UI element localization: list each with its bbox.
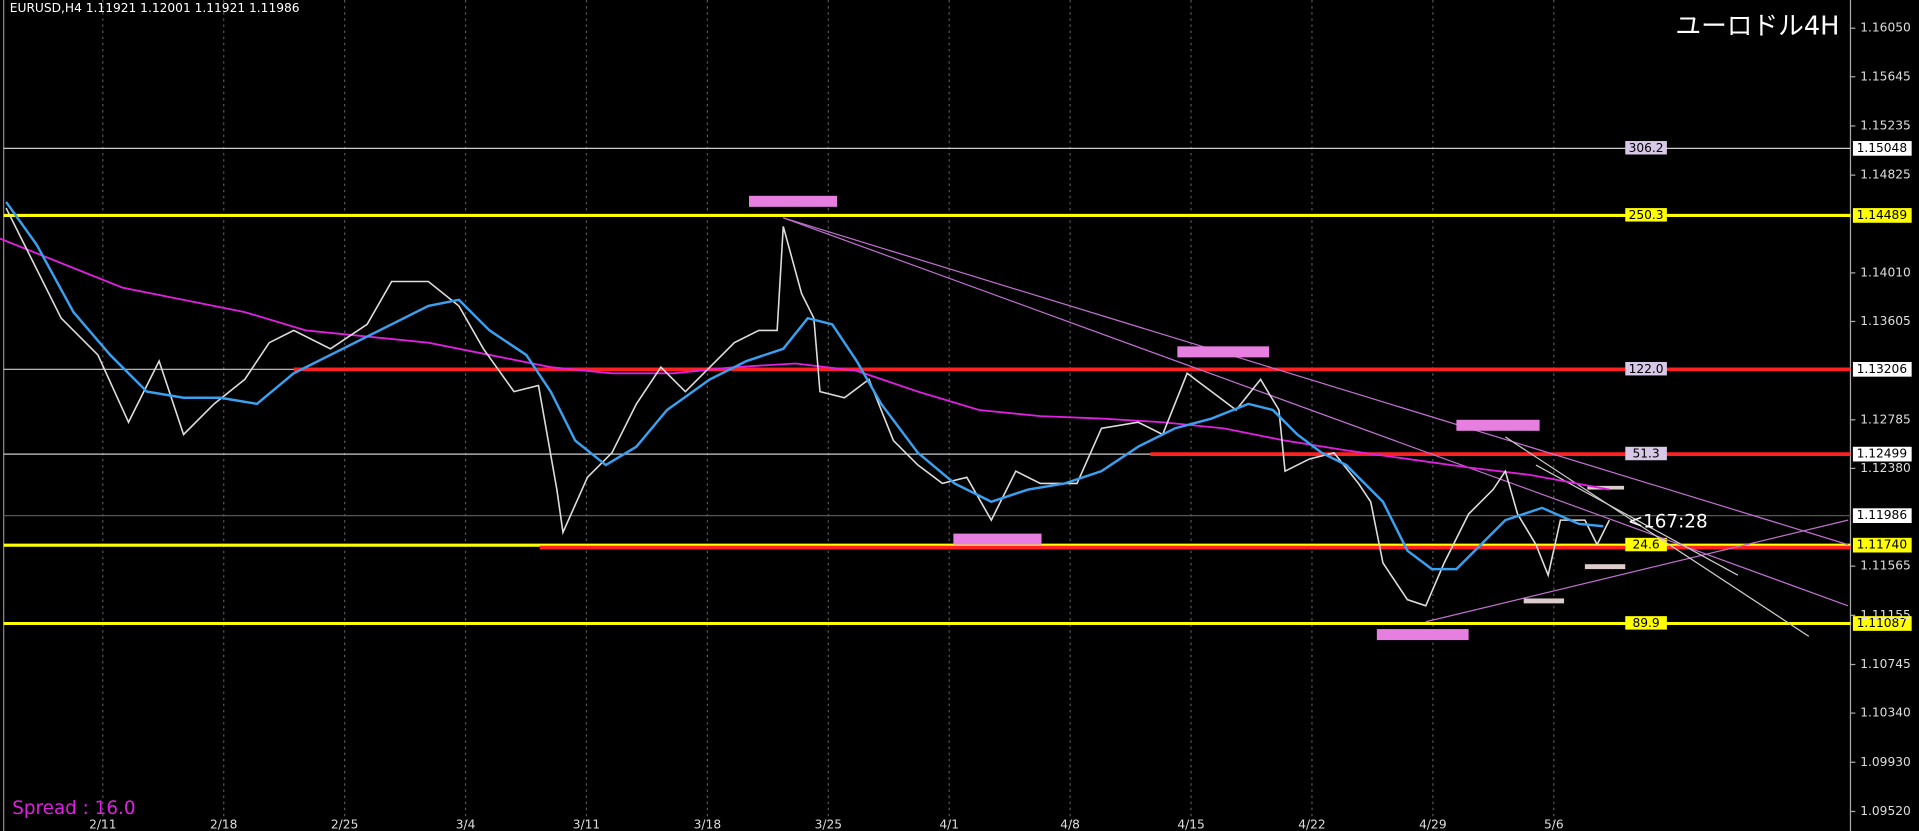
price-label: 1.13206 xyxy=(1857,362,1908,376)
y-tick-label: 1.11155 xyxy=(1860,608,1911,622)
price-label: 1.15048 xyxy=(1857,141,1908,155)
date-label: 3/11 xyxy=(573,817,600,831)
distance-label: 89.9 xyxy=(1632,616,1659,630)
price-line xyxy=(5,207,1611,607)
y-tick-label: 1.12380 xyxy=(1860,461,1911,475)
distance-box xyxy=(1625,616,1667,630)
trend-line xyxy=(783,217,1849,607)
distance-box xyxy=(1625,208,1667,222)
date-label: 4/29 xyxy=(1419,817,1446,831)
date-label: 3/25 xyxy=(815,817,842,831)
distance-label: 250.3 xyxy=(1629,208,1664,222)
price-label: 1.11740 xyxy=(1857,538,1908,552)
y-tick-label: 1.09520 xyxy=(1860,804,1911,818)
grid: 2/11 2/18 2/25 3/4 3/11 3/18 3/25 4/1 4/8 4/15 4/2… xyxy=(89,0,1564,831)
distance-label: 122.0 xyxy=(1629,362,1664,376)
date-label: 4/8 xyxy=(1060,817,1080,831)
zone-marker xyxy=(748,195,838,207)
zone-marker xyxy=(1456,419,1540,431)
zone-marker xyxy=(1523,598,1565,604)
current-price-label: 1.11986 xyxy=(1857,508,1908,522)
distance-box xyxy=(1625,446,1667,461)
zone-marker xyxy=(1587,485,1625,490)
price-label: 1.11087 xyxy=(1857,616,1908,630)
trend-lines xyxy=(783,217,1849,637)
price-label: 1.14489 xyxy=(1857,208,1908,222)
price-box xyxy=(1852,537,1912,553)
y-tick-label: 1.11565 xyxy=(1860,559,1911,573)
date-label: 4/22 xyxy=(1298,817,1325,831)
date-label: 3/18 xyxy=(694,817,721,831)
distance-box xyxy=(1625,537,1667,552)
timer: <167:28 xyxy=(1628,512,1708,533)
trend-line xyxy=(783,217,1849,546)
zone-marker xyxy=(1584,564,1626,570)
y-tick-label: 1.10745 xyxy=(1860,657,1911,671)
spread: Spread : 16.0 xyxy=(12,798,135,819)
slow-ma xyxy=(0,237,1610,491)
y-tick-label: 1.16050 xyxy=(1860,21,1911,35)
price-box xyxy=(1852,616,1912,631)
levels: 1.11986 306.2 1.15048 250.3 1.14489 122.0 1.13… xyxy=(3,141,1912,631)
chart-title: ユーロドル4H xyxy=(1675,11,1839,41)
y-tick-label: 1.09930 xyxy=(1860,755,1911,769)
zone-markers xyxy=(748,195,1626,641)
current-price-box xyxy=(1852,508,1912,523)
price-label: 1.12499 xyxy=(1857,447,1908,461)
date-label: 5/6 xyxy=(1544,817,1564,831)
date-label: 4/1 xyxy=(939,817,959,831)
y-tick-label: 1.10340 xyxy=(1860,706,1911,720)
y-tick-label: 1.15235 xyxy=(1860,118,1911,132)
trend-line xyxy=(1505,436,1810,637)
date-label: 4/15 xyxy=(1177,817,1204,831)
y-tick-label: 1.13605 xyxy=(1860,314,1911,328)
distance-label: 306.2 xyxy=(1629,141,1664,155)
date-label: 2/25 xyxy=(331,817,358,831)
y-tick-label: 1.14825 xyxy=(1860,168,1911,182)
distance-box xyxy=(1625,361,1667,376)
y-tick-label: 1.12785 xyxy=(1860,412,1911,426)
y-tick-label: 1.15645 xyxy=(1860,69,1911,83)
date-label: 2/11 xyxy=(89,817,116,831)
price-box xyxy=(1852,141,1912,156)
y-tick-label: 1.14010 xyxy=(1860,265,1911,279)
price-box xyxy=(1852,208,1912,223)
zone-marker xyxy=(1177,346,1270,358)
date-label: 2/18 xyxy=(210,817,237,831)
zone-marker xyxy=(1376,629,1469,641)
price-box xyxy=(1852,361,1912,377)
trend-line xyxy=(1535,464,1739,576)
trend-line xyxy=(1425,519,1849,623)
zone-marker xyxy=(953,533,1042,545)
header: EURUSD,H4 1.11921 1.12001 1.11921 1.1198… xyxy=(10,1,300,15)
distance-label: 24.6 xyxy=(1632,538,1659,552)
distance-label: 51.3 xyxy=(1632,447,1659,461)
price-box xyxy=(1852,446,1912,462)
fast-ma xyxy=(5,201,1604,571)
date-label: 3/4 xyxy=(456,817,476,831)
distance-box xyxy=(1625,141,1667,155)
price-axis: 1.16050 1.15645 1.15235 1.14825 1.14010 1.136… xyxy=(1850,21,1911,818)
